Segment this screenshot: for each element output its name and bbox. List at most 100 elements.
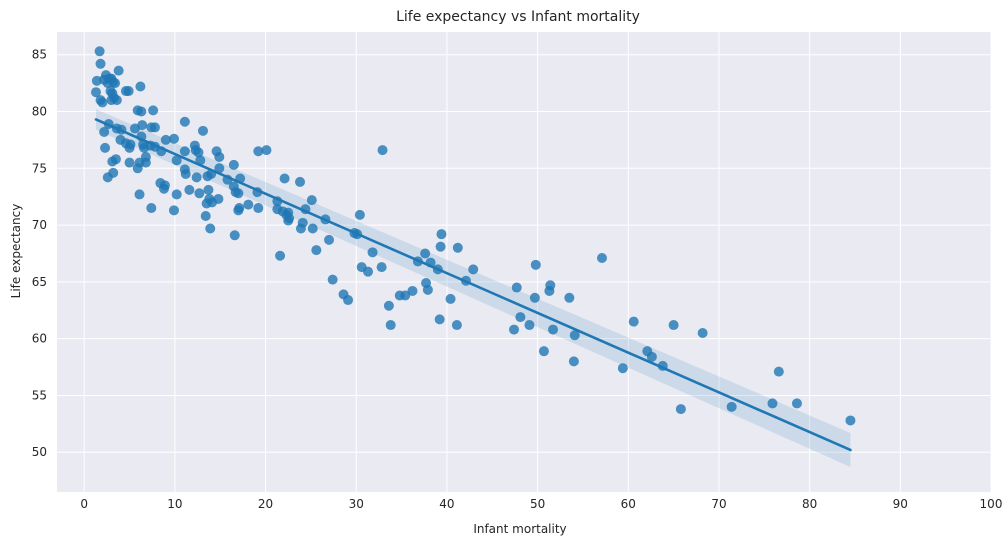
data-point [445, 293, 456, 304]
data-point [194, 188, 205, 199]
data-point [233, 205, 244, 216]
data-point [110, 78, 121, 89]
data-point [108, 167, 119, 178]
data-point [284, 213, 295, 224]
data-point [452, 242, 463, 253]
data-point [697, 327, 708, 338]
data-point [515, 312, 526, 323]
data-point [213, 193, 224, 204]
data-point [228, 159, 239, 170]
x-tick-label: 40 [439, 497, 454, 511]
data-point [295, 223, 306, 234]
data-point [435, 241, 446, 252]
data-point [726, 401, 737, 412]
data-point [229, 230, 240, 241]
data-point [95, 58, 106, 69]
x-tick-label: 50 [530, 497, 545, 511]
data-point [383, 300, 394, 311]
data-point [617, 363, 628, 374]
x-tick-label: 30 [349, 497, 364, 511]
data-point [420, 248, 431, 259]
confidence-band [95, 109, 851, 468]
data-point [179, 116, 190, 127]
data-point [205, 223, 216, 234]
data-point [509, 324, 520, 335]
data-point [773, 366, 784, 377]
data-point [564, 292, 575, 303]
y-tick-label: 55 [32, 388, 47, 402]
data-point [134, 189, 145, 200]
data-point [90, 87, 101, 98]
y-axis-label: Life expectancy [9, 204, 23, 299]
data-point [434, 314, 445, 325]
regression-line-group [94, 118, 852, 452]
y-tick-label: 80 [32, 105, 47, 119]
data-point [343, 295, 354, 306]
data-point [184, 184, 195, 195]
data-point [367, 247, 378, 258]
data-point [99, 126, 110, 137]
data-point [354, 209, 365, 220]
y-tick-label: 60 [32, 332, 47, 346]
data-point [214, 151, 225, 162]
data-point [123, 86, 134, 97]
x-tick-label: 60 [621, 497, 636, 511]
data-point [94, 46, 105, 57]
data-point [200, 211, 211, 221]
data-point [524, 320, 535, 331]
data-point [668, 320, 679, 331]
gridlines [57, 32, 992, 492]
data-point [197, 125, 208, 136]
y-tick-label: 75 [32, 161, 47, 175]
y-tick-label: 70 [32, 218, 47, 232]
data-point [146, 203, 157, 214]
data-point [253, 203, 264, 214]
data-point [400, 290, 411, 301]
data-point [168, 205, 179, 216]
data-point [422, 284, 433, 295]
data-point [159, 180, 170, 191]
y-tick-label: 85 [32, 48, 47, 62]
data-point [327, 274, 338, 285]
data-point [137, 120, 148, 131]
data-point [111, 95, 122, 106]
data-point [377, 145, 388, 156]
data-point [179, 146, 190, 157]
chart-title: Life expectancy vs Infant mortality [396, 9, 640, 25]
data-point [214, 163, 225, 174]
data-point [451, 320, 462, 331]
data-point [124, 142, 135, 153]
data-point [436, 229, 447, 240]
data-point [203, 184, 214, 195]
data-point [180, 168, 191, 179]
data-point [168, 133, 179, 144]
data-point [529, 292, 540, 303]
x-tick-label: 10 [167, 497, 182, 511]
data-point [845, 415, 856, 426]
x-axis-label: Infant mortality [473, 522, 566, 536]
data-point [253, 146, 264, 157]
data-point [363, 266, 374, 277]
data-point [538, 346, 549, 357]
data-point [376, 262, 387, 273]
data-point [568, 356, 579, 367]
data-point [160, 134, 171, 145]
y-tick-label: 65 [32, 275, 47, 289]
data-point [171, 155, 182, 166]
data-point [171, 189, 182, 200]
data-point [569, 330, 580, 341]
data-point [407, 285, 418, 296]
x-tick-label: 70 [711, 497, 726, 511]
data-point [140, 157, 151, 168]
data-point [628, 316, 639, 327]
data-point [132, 163, 143, 174]
data-point [193, 147, 204, 158]
data-point [97, 97, 108, 108]
data-point [135, 81, 146, 92]
data-point [530, 259, 541, 270]
x-tick-label: 0 [80, 497, 88, 511]
data-point [307, 223, 318, 234]
x-tick-label: 100 [980, 497, 1003, 511]
data-point [545, 280, 556, 291]
